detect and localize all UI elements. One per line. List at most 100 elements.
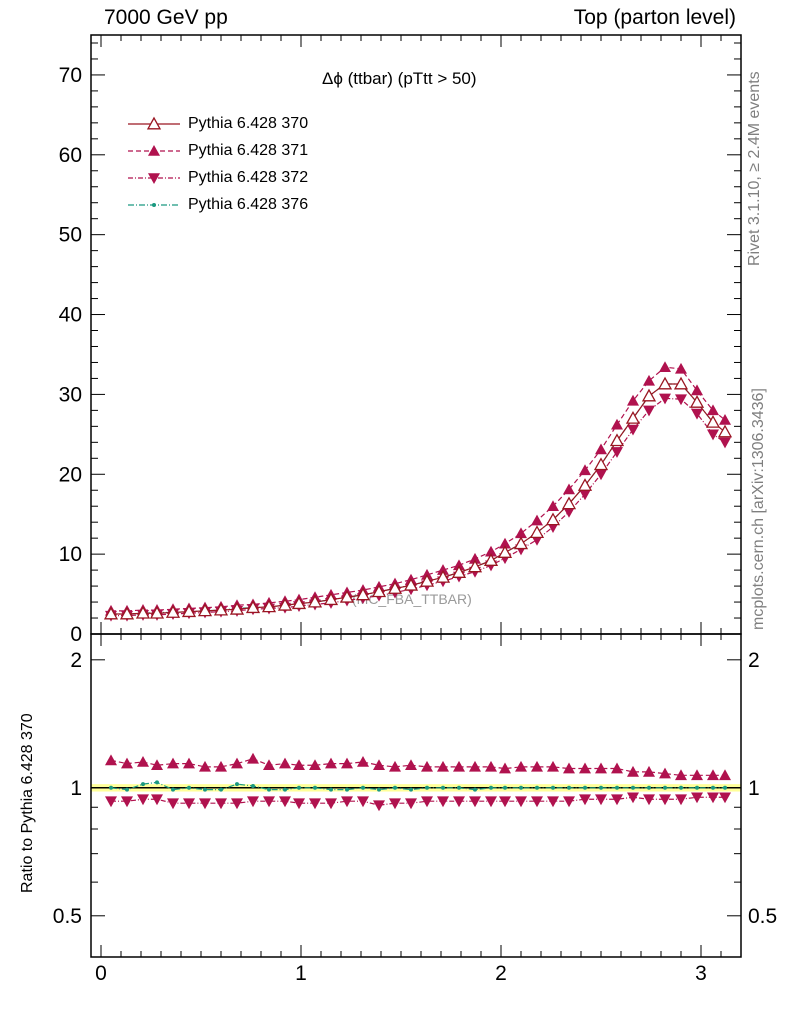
x-tick-label: 1 <box>295 962 307 985</box>
main-point-s370 <box>593 457 609 471</box>
ratio-point-s372 <box>199 798 211 810</box>
ratio-point-s376 <box>535 785 539 790</box>
ratio-point-s371 <box>263 759 275 771</box>
ratio-point-s371 <box>121 757 133 769</box>
ratio-point-s372 <box>389 798 401 810</box>
legend-entry: Pythia 6.428 370 <box>126 113 386 140</box>
main-point-s370 <box>705 415 721 428</box>
main-point-s370 <box>609 433 625 447</box>
x-tick-label: 0 <box>95 962 107 985</box>
ratio-point-s372 <box>437 796 449 808</box>
ratio-point-s372 <box>499 796 511 808</box>
ratio-point-s376 <box>615 785 619 790</box>
main-point-s371 <box>485 545 497 557</box>
ratio-point-s372 <box>707 792 719 804</box>
ratio-point-s376 <box>267 787 271 792</box>
ratio-point-s376 <box>425 785 429 790</box>
ratio-point-s371 <box>643 765 655 777</box>
main-point-s370 <box>245 600 261 614</box>
ratio-point-s371 <box>341 757 353 769</box>
ratio-point-s376 <box>125 787 129 792</box>
ratio-point-s371 <box>675 769 687 781</box>
ratio-point-s376 <box>631 785 635 790</box>
main-point-s370 <box>545 512 561 526</box>
ratio-line-s372 <box>111 796 725 806</box>
main-point-s370 <box>291 596 307 610</box>
ratio-point-s372 <box>231 798 243 810</box>
ratio-point-s371 <box>627 765 639 777</box>
ratio-point-s371 <box>247 752 259 764</box>
y-tick-label: 40 <box>59 304 82 327</box>
main-point-s370 <box>229 601 245 615</box>
ratio-point-s372 <box>215 798 227 810</box>
ratio-point-s372 <box>579 794 591 806</box>
main-point-s370 <box>149 605 165 619</box>
main-point-s372 <box>563 507 575 518</box>
main-point-s371 <box>719 413 731 425</box>
main-point-s370 <box>435 569 451 583</box>
ratio-line-s376 <box>110 781 725 791</box>
ratio-point-s372 <box>293 798 305 810</box>
ratio-point-s376 <box>441 785 445 790</box>
main-point-s370 <box>403 577 419 591</box>
ratio-point-s376 <box>473 787 477 792</box>
ratio-point-s372 <box>515 796 527 808</box>
ratio-point-s372 <box>137 794 149 806</box>
main-point-s371 <box>611 418 623 430</box>
ratio-point-s376 <box>503 785 507 790</box>
ratio-point-s372 <box>105 796 117 808</box>
ratio-point-s372 <box>309 798 321 810</box>
ratio-point-s371 <box>373 759 385 771</box>
main-point-s370 <box>641 388 657 402</box>
ratio-series-s372 <box>105 792 731 812</box>
ratio-point-s371 <box>579 762 591 774</box>
ratio-point-s376 <box>663 785 667 790</box>
ratio-point-s372 <box>183 798 195 810</box>
main-point-s372 <box>707 429 719 441</box>
main-series-s371 <box>105 361 731 616</box>
ratio-point-s372 <box>643 794 655 806</box>
main-point-s370 <box>323 592 339 606</box>
ratio-point-s371 <box>469 760 481 772</box>
main-point-s370 <box>181 604 197 618</box>
ratio-point-s372 <box>263 796 275 808</box>
ratio-point-s371 <box>293 759 305 771</box>
ratio-point-s372 <box>357 796 369 808</box>
ratio-point-s376 <box>679 785 683 790</box>
ratio-point-s372 <box>595 794 607 806</box>
ratio-point-s372 <box>469 796 481 808</box>
main-point-s370 <box>165 605 181 618</box>
header-process: 7000 GeV pp <box>104 6 228 29</box>
legend-marker <box>152 203 156 207</box>
y-tick-label: 0 <box>70 623 82 646</box>
ratio-point-s376 <box>599 785 603 790</box>
ratio-point-s376 <box>141 782 145 787</box>
ratio-point-s371 <box>309 759 321 771</box>
plot-title: Δϕ (ttbar) (pTtt > 50) <box>322 69 477 88</box>
ratio-point-s372 <box>563 796 575 808</box>
main-point-s371 <box>579 464 591 476</box>
main-point-s370 <box>513 536 529 550</box>
y-tick-label: 70 <box>59 64 82 87</box>
main-point-s370 <box>135 605 151 619</box>
ratio-point-s376 <box>203 787 207 792</box>
ratio-point-s376 <box>551 785 555 790</box>
x-tick-label: 2 <box>495 962 507 985</box>
ratio-point-s372 <box>719 792 731 804</box>
ratio-point-s371 <box>167 757 179 769</box>
ratio-line-s371 <box>110 758 725 776</box>
main-point-s370 <box>119 606 135 620</box>
ratio-y-tick-label: 2 <box>70 649 82 672</box>
ratio-panel-frame <box>90 633 742 958</box>
ratio-point-s376 <box>711 785 715 790</box>
ratio-point-s371 <box>183 757 195 769</box>
ratio-point-s371 <box>105 754 117 766</box>
main-point-s370 <box>467 559 483 573</box>
y-tick-label: 60 <box>59 144 82 167</box>
main-point-s372 <box>659 393 671 405</box>
ratio-point-s372 <box>325 798 337 810</box>
main-point-s370 <box>717 424 733 438</box>
legend-swatch <box>128 116 180 130</box>
legend-marker <box>148 145 160 156</box>
